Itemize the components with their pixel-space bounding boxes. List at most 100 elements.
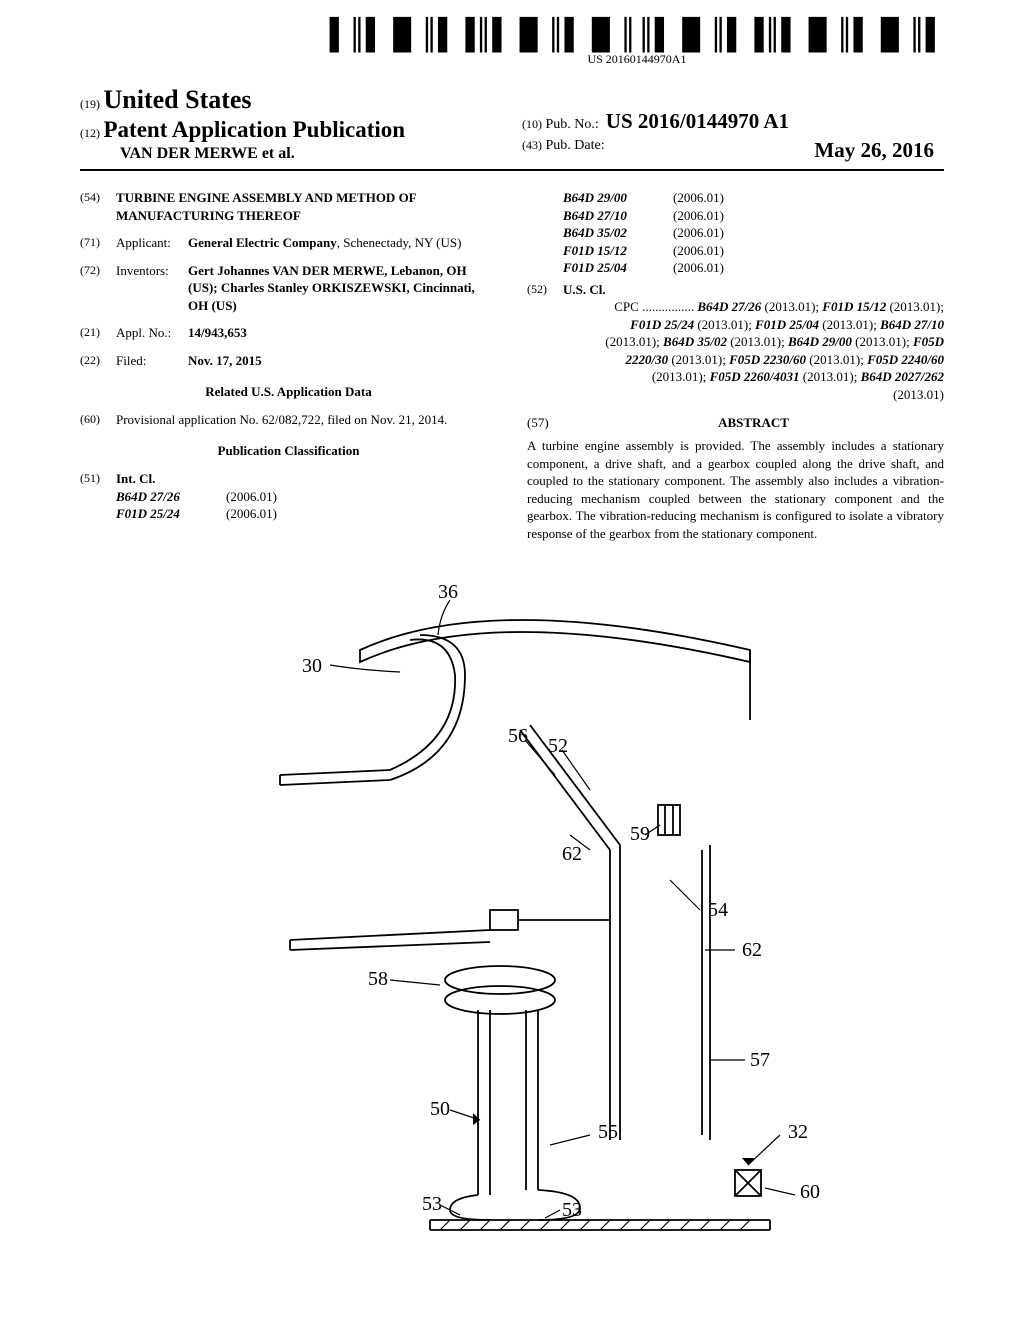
fig-label-59: 59 [630, 823, 650, 845]
applicant-label: Applicant: [116, 234, 188, 252]
intcl-field: (51) Int. Cl. B64D 27/26(2006.01)F01D 25… [80, 470, 497, 523]
inventors-code: (72) [80, 262, 116, 315]
cpc-code: B64D 27/26 [697, 299, 761, 314]
header: (19) United States (12) Patent Applicati… [80, 85, 944, 171]
intcl-code-value: B64D 27/10 [563, 207, 673, 225]
cpc-code: B64D 2027/262 [861, 369, 944, 384]
header-right: (10) Pub. No.: US 2016/0144970 A1 (43) P… [502, 109, 944, 163]
applno-value: 14/943,653 [188, 324, 497, 342]
abstract-head: ABSTRACT [563, 414, 944, 432]
fig-label-62a: 62 [562, 843, 582, 865]
cpc-code: B64D 27/10 [880, 317, 944, 332]
intcl-list-cont: B64D 29/00(2006.01)B64D 27/10(2006.01)B6… [527, 189, 944, 277]
intcl-year: (2006.01) [673, 224, 724, 242]
patent-figure: 36 30 56 52 62 59 54 62 58 57 50 55 32 5… [190, 580, 830, 1280]
pubdate-label: Pub. Date: [546, 138, 605, 153]
provisional-field: (60) Provisional application No. 62/082,… [80, 411, 497, 429]
inventors-field: (72) Inventors: Gert Johannes VAN DER ME… [80, 262, 497, 315]
applicant-value: General Electric Company, Schenectady, N… [188, 234, 497, 252]
country-code: (19) [80, 97, 100, 111]
filed-value: Nov. 17, 2015 [188, 352, 497, 370]
pubdate-line: (43) Pub. Date: May 26, 2016 [522, 138, 944, 163]
pubno-value: US 2016/0144970 A1 [606, 109, 789, 133]
inventors-label: Inventors: [116, 262, 188, 315]
intcl-code-value: B64D 27/26 [116, 488, 226, 506]
cpc-code: F05D 2230/60 [729, 352, 806, 367]
fig-label-53b: 53 [562, 1199, 582, 1221]
prov-code: (60) [80, 411, 116, 429]
fig-label-52: 52 [548, 735, 568, 757]
title-field: (54) TURBINE ENGINE ASSEMBLY AND METHOD … [80, 189, 497, 224]
fig-label-56: 56 [508, 725, 528, 747]
cpc-text: B64D 27/26 (2013.01); F01D 15/12 (2013.0… [605, 299, 944, 402]
fig-label-60: 60 [800, 1181, 820, 1203]
cpc-code: B64D 29/00 [788, 334, 852, 349]
title: TURBINE ENGINE ASSEMBLY AND METHOD OF MA… [116, 189, 497, 224]
pubdate-code: (43) [522, 138, 542, 152]
doc-type: Patent Application Publication [104, 117, 406, 142]
country: United States [104, 85, 252, 114]
intcl-year: (2006.01) [673, 189, 724, 207]
intcl-code-value: B64D 35/02 [563, 224, 673, 242]
title-code: (54) [80, 189, 116, 224]
fig-label-55: 55 [598, 1121, 618, 1143]
right-column: B64D 29/00(2006.01)B64D 27/10(2006.01)B6… [527, 189, 944, 542]
intcl-year: (2006.01) [226, 488, 277, 506]
intcl-year: (2006.01) [226, 505, 277, 523]
applicant-rest: , Schenectady, NY (US) [337, 235, 462, 250]
intcl-code: (51) [80, 470, 116, 523]
intcl-list: B64D 27/26(2006.01)F01D 25/24(2006.01) [116, 488, 497, 523]
cpc-code: F05D 2240/60 [867, 352, 944, 367]
fig-label-53a: 53 [422, 1193, 442, 1215]
related-head: Related U.S. Application Data [80, 383, 497, 401]
pubdate-value: May 26, 2016 [814, 138, 934, 163]
applicant-bold: General Electric Company [188, 235, 337, 250]
intcl-row: B64D 35/02(2006.01) [563, 224, 944, 242]
intcl-row: B64D 29/00(2006.01) [563, 189, 944, 207]
intcl-row: B64D 27/10(2006.01) [563, 207, 944, 225]
intcl-code-value: F01D 25/04 [563, 259, 673, 277]
authors: VAN DER MERWE et al. [80, 145, 502, 163]
fig-label-62b: 62 [742, 939, 762, 961]
doc-code: (12) [80, 126, 100, 140]
filed-field: (22) Filed: Nov. 17, 2015 [80, 352, 497, 370]
intcl-year: (2006.01) [673, 242, 724, 260]
intcl-row: F01D 25/24(2006.01) [116, 505, 497, 523]
doctype-line: (12) Patent Application Publication [80, 117, 502, 143]
cpc-prefix: CPC ................ [614, 299, 694, 314]
cpc-block: CPC ................ B64D 27/26 (2013.01… [563, 298, 944, 403]
fig-label-30: 30 [302, 655, 322, 677]
fig-label-50: 50 [430, 1098, 450, 1120]
intcl-code-value: F01D 15/12 [563, 242, 673, 260]
fig-label-36: 36 [438, 581, 458, 603]
body-columns: (54) TURBINE ENGINE ASSEMBLY AND METHOD … [80, 189, 944, 542]
intcl-code-value: B64D 29/00 [563, 189, 673, 207]
cpc-code: F01D 15/12 [822, 299, 886, 314]
cpc-code: F05D 2260/4031 [710, 369, 800, 384]
cpc-code: F01D 25/24 [630, 317, 694, 332]
header-left: (19) United States (12) Patent Applicati… [80, 85, 502, 163]
fig-label-54: 54 [708, 899, 728, 921]
pubclass-head: Publication Classification [80, 442, 497, 460]
abstract-row: (57) ABSTRACT [527, 414, 944, 438]
intcl-year: (2006.01) [673, 259, 724, 277]
intcl-year: (2006.01) [673, 207, 724, 225]
fig-label-58: 58 [368, 968, 388, 990]
barcode: ▌║▌▐▌║▌▐║▌▐▌║▌▐▌║║▌▐▌║▌▐║▌▐▌║▌▐▌║▌ [330, 22, 944, 50]
applno-field: (21) Appl. No.: 14/943,653 [80, 324, 497, 342]
prov-text: Provisional application No. 62/082,722, … [116, 411, 497, 429]
applicant-field: (71) Applicant: General Electric Company… [80, 234, 497, 252]
intcl-label: Int. Cl. [116, 470, 497, 488]
fig-label-32: 32 [788, 1121, 808, 1143]
applno-label: Appl. No.: [116, 324, 188, 342]
filed-label: Filed: [116, 352, 188, 370]
inventors-value: Gert Johannes VAN DER MERWE, Lebanon, OH… [188, 262, 497, 315]
intcl-row: F01D 15/12(2006.01) [563, 242, 944, 260]
filed-code: (22) [80, 352, 116, 370]
applicant-code: (71) [80, 234, 116, 252]
uscl-code: (52) [527, 281, 563, 404]
fig-label-57: 57 [750, 1049, 770, 1071]
intcl-row: B64D 27/26(2006.01) [116, 488, 497, 506]
barcode-number: US 20160144970A1 [330, 52, 944, 67]
abstract-code: (57) [527, 414, 563, 438]
